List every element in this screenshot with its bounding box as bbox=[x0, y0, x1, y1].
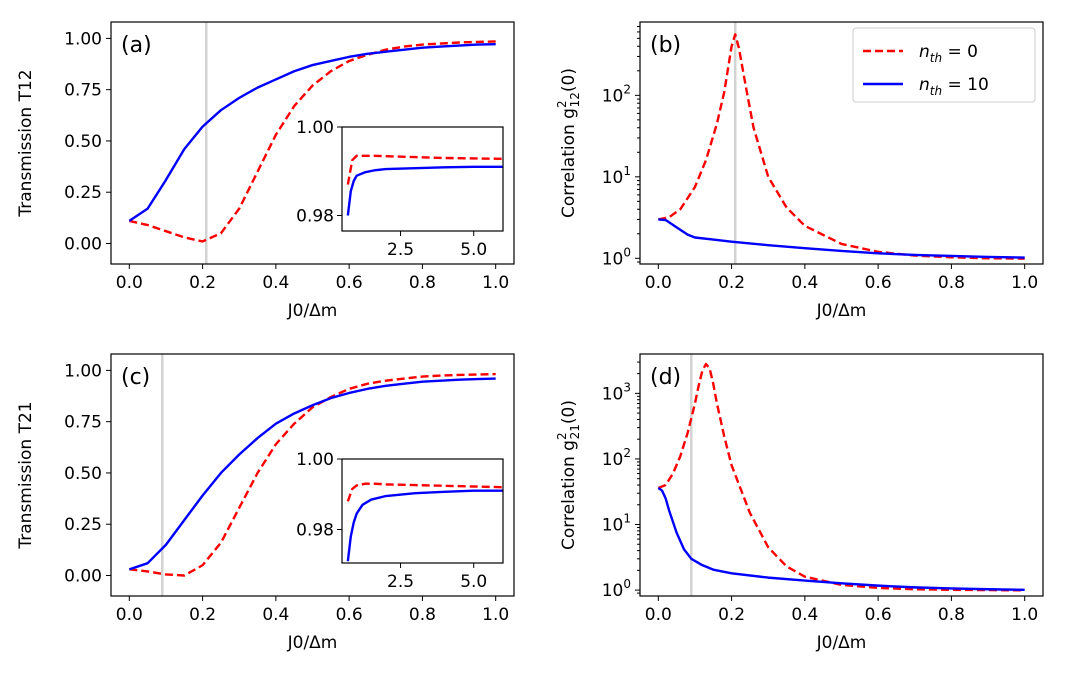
inset-bg bbox=[342, 459, 503, 563]
panel-label: (b) bbox=[650, 33, 681, 58]
y-axis-title: Correlation g221(0) bbox=[555, 400, 582, 550]
x-axis-title: J0/Δm bbox=[287, 301, 338, 321]
x-tick-label: 0.2 bbox=[718, 273, 745, 293]
inset-plot bbox=[346, 154, 503, 216]
series-line-nth10 bbox=[658, 218, 1025, 259]
y-tick-label: 0.50 bbox=[64, 464, 102, 484]
series-line-nth0 bbox=[129, 372, 496, 577]
legend: nth = 0 nth = 10 bbox=[852, 27, 1036, 103]
x-tick-label: 1.0 bbox=[1011, 605, 1038, 625]
inset-series-nth0 bbox=[346, 482, 503, 502]
panel-c: 0.0 0.2 0.4 0.6 0.8 1.0 0.00 0.25 0.50 0.75 1.00 J0… bbox=[16, 353, 515, 653]
inset-y-tick-label: 0.98 bbox=[296, 521, 334, 541]
plot-area-d bbox=[657, 354, 1025, 596]
inset-bg bbox=[342, 127, 503, 231]
y-tick-label: 101 bbox=[602, 512, 631, 536]
inset-x-tick-label: 2.5 bbox=[387, 240, 414, 260]
inset-x-tick-label: 5.0 bbox=[460, 240, 487, 260]
panel-a: 0.0 0.2 0.4 0.6 0.8 1.0 0.00 0.25 0.50 0.75 1.00 J0… bbox=[16, 21, 515, 321]
x-tick-label: 0.0 bbox=[116, 605, 143, 625]
x-tick-label: 0.4 bbox=[262, 605, 289, 625]
x-tick-label: 0.0 bbox=[116, 273, 143, 293]
legend-label: nth = 10 bbox=[919, 75, 989, 98]
inset-y-tick-label: 0.98 bbox=[296, 207, 334, 227]
x-tick-label: 0.4 bbox=[791, 273, 818, 293]
axes-frame bbox=[110, 21, 515, 265]
inset-plot bbox=[346, 482, 503, 562]
y-tick-label: 0.25 bbox=[64, 515, 102, 535]
series-line-nth10 bbox=[128, 42, 496, 222]
y-tick-label: 0.00 bbox=[64, 234, 102, 254]
inset-y-tick-label: 1.00 bbox=[296, 450, 334, 470]
y-axis-title: Correlation g212(0) bbox=[555, 68, 582, 218]
inset-frame bbox=[341, 458, 504, 564]
y-tick-label: 102 bbox=[602, 446, 631, 470]
x-axis-title: J0/Δm bbox=[287, 633, 338, 653]
x-axis-title: J0/Δm bbox=[816, 633, 867, 653]
panel-label: (c) bbox=[121, 365, 150, 390]
inset-series-nth0 bbox=[346, 154, 503, 185]
y-axis-title: Transmission T12 bbox=[16, 69, 36, 217]
x-tick-label: 0.2 bbox=[718, 605, 745, 625]
series-line-nth0 bbox=[657, 362, 1025, 592]
plot-area-a bbox=[128, 22, 496, 264]
axes-frame bbox=[639, 353, 1044, 597]
x-tick-label: 0.6 bbox=[865, 273, 892, 293]
y-tick-label: 0.00 bbox=[64, 566, 102, 586]
inset-frame bbox=[341, 126, 504, 232]
y-tick-label: 101 bbox=[602, 164, 631, 188]
series-line-nth0 bbox=[129, 40, 496, 243]
inset-a: 2.5 5.0 0.98 1.00 bbox=[296, 118, 504, 260]
x-axis-title: J0/Δm bbox=[816, 301, 867, 321]
axes-frame bbox=[639, 21, 1044, 265]
x-tick-label: 0.2 bbox=[189, 605, 216, 625]
inset-y-tick-label: 1.00 bbox=[296, 118, 334, 138]
x-tick-label: 0.0 bbox=[645, 273, 672, 293]
inset-series-nth10 bbox=[346, 489, 503, 562]
panel-d: 0.0 0.2 0.4 0.6 0.8 1.0 100 101 102 103 J0/Δm Corre… bbox=[555, 353, 1044, 653]
y-tick-label: 0.50 bbox=[64, 132, 102, 152]
inset-c: 2.5 5.0 0.98 1.00 bbox=[296, 450, 504, 592]
y-tick-label: 0.75 bbox=[64, 81, 102, 101]
series-line-nth10 bbox=[128, 377, 496, 571]
x-tick-label: 0.6 bbox=[336, 605, 363, 625]
y-tick-label: 0.25 bbox=[64, 183, 102, 203]
plot-area-c bbox=[128, 354, 496, 596]
x-tick-label: 1.0 bbox=[482, 273, 509, 293]
x-tick-label: 0.4 bbox=[262, 273, 289, 293]
x-tick-label: 0.8 bbox=[938, 273, 965, 293]
y-tick-label: 100 bbox=[602, 245, 631, 269]
panel-b: 0.0 0.2 0.4 0.6 0.8 1.0 100 101 102 J0/Δm Correlat… bbox=[555, 21, 1044, 321]
plot-area-b bbox=[658, 22, 1025, 264]
legend-label: nth = 0 bbox=[919, 42, 978, 65]
axes-frame bbox=[110, 353, 515, 597]
inset-x-tick-label: 5.0 bbox=[460, 572, 487, 592]
x-tick-label: 0.8 bbox=[409, 605, 436, 625]
x-tick-label: 0.6 bbox=[865, 605, 892, 625]
x-tick-label: 0.6 bbox=[336, 273, 363, 293]
series-line-nth10 bbox=[657, 487, 1025, 592]
x-tick-label: 0.8 bbox=[409, 273, 436, 293]
y-tick-label: 103 bbox=[602, 380, 631, 404]
x-tick-label: 1.0 bbox=[1011, 273, 1038, 293]
x-tick-label: 0.8 bbox=[938, 605, 965, 625]
x-tick-label: 1.0 bbox=[482, 605, 509, 625]
panel-label: (d) bbox=[650, 365, 681, 390]
x-tick-label: 0.4 bbox=[791, 605, 818, 625]
inset-series-nth10 bbox=[346, 165, 503, 216]
y-tick-label: 1.00 bbox=[64, 361, 102, 381]
x-tick-label: 0.0 bbox=[645, 605, 672, 625]
y-tick-label: 0.75 bbox=[64, 413, 102, 433]
y-tick-label: 100 bbox=[602, 577, 631, 601]
x-tick-label: 0.2 bbox=[189, 273, 216, 293]
inset-x-tick-label: 2.5 bbox=[387, 572, 414, 592]
panel-label: (a) bbox=[121, 33, 152, 58]
y-axis-title: Transmission T21 bbox=[16, 401, 36, 549]
y-tick-label: 1.00 bbox=[64, 29, 102, 49]
y-tick-label: 102 bbox=[602, 82, 631, 106]
